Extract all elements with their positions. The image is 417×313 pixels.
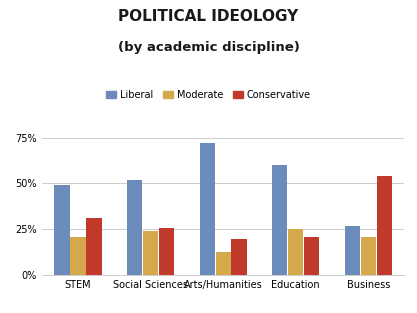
Bar	[288, 229, 303, 275]
Bar	[143, 231, 158, 275]
Bar	[377, 176, 392, 275]
Bar	[231, 239, 246, 275]
Bar	[159, 228, 174, 275]
Text: POLITICAL IDEOLOGY: POLITICAL IDEOLOGY	[118, 9, 299, 24]
Bar	[200, 143, 215, 275]
Bar	[86, 218, 101, 275]
Bar	[70, 237, 85, 275]
Text: (by academic discipline): (by academic discipline)	[118, 41, 299, 54]
Legend: Liberal, Moderate, Conservative: Liberal, Moderate, Conservative	[103, 86, 314, 104]
Bar	[304, 237, 319, 275]
Bar	[345, 226, 360, 275]
Bar	[361, 237, 376, 275]
Bar	[216, 252, 231, 275]
Bar	[272, 165, 287, 275]
Bar	[127, 180, 142, 275]
Bar	[55, 185, 70, 275]
